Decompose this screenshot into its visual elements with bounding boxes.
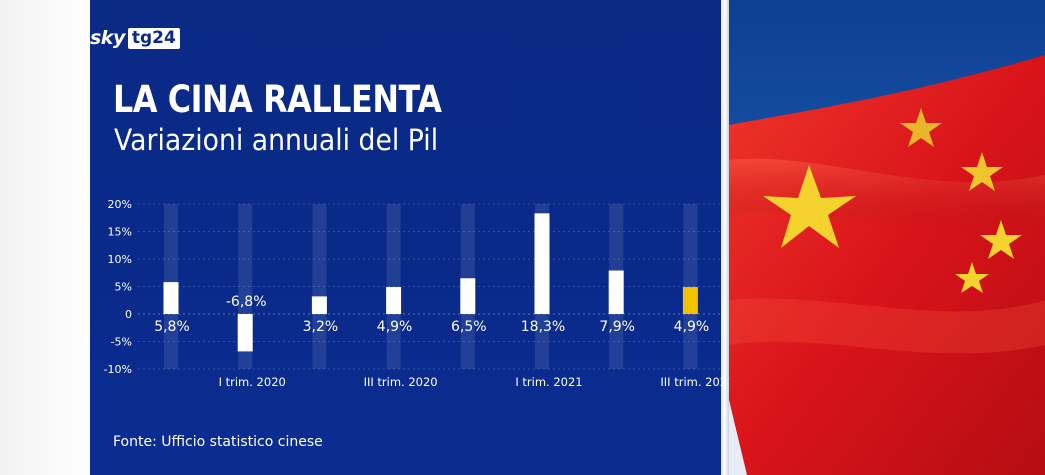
flag-small-star (980, 220, 1022, 259)
x-tick-label: III trim. 2021 (660, 375, 734, 389)
bar-track (312, 204, 327, 369)
bar (163, 282, 179, 314)
bar (386, 287, 402, 314)
panel-edge (721, 0, 729, 475)
flag-fold-lower (729, 298, 1045, 354)
data-label: 6,5% (451, 319, 487, 335)
y-tick-label: 0 (125, 308, 132, 321)
bar (237, 314, 253, 352)
logo-tg24-badge: tg24 (127, 27, 180, 49)
graphic-panel (90, 0, 725, 475)
bar-highlight (682, 287, 698, 314)
bar (311, 296, 327, 314)
flag-small-star (961, 152, 1003, 191)
flag-small-star (900, 108, 942, 147)
bar-track (386, 204, 401, 369)
chart-title: LA CINA RALLENTA (113, 78, 442, 121)
data-label: 3,2% (303, 319, 339, 335)
y-tick-label: -5% (111, 336, 132, 349)
data-label: 4,9% (674, 319, 710, 335)
flag-cloth (729, 55, 1045, 475)
source-note: Fonte: Ufficio statistico cinese (113, 434, 323, 450)
y-tick-label: 10% (108, 253, 132, 266)
y-tick-label: 20% (108, 198, 132, 211)
x-tick-label: I trim. 2020 (219, 375, 286, 389)
logo-sky-text: sky (90, 27, 125, 49)
x-tick-label: I trim. 2021 (515, 375, 582, 389)
y-tick-label: -10% (104, 363, 132, 376)
china-flag-photo (729, 0, 1045, 475)
y-tick-label: 15% (108, 226, 132, 239)
data-label: 18,3% (521, 319, 565, 335)
bar-track (683, 204, 698, 369)
flag-small-star (955, 262, 989, 293)
channel-logo: sky tg24 (90, 27, 180, 49)
chart-subtitle: Variazioni annuali del Pil (114, 123, 439, 157)
x-tick-label: III trim. 2020 (364, 375, 438, 389)
data-label: 5,8% (154, 319, 190, 335)
bar (534, 213, 550, 314)
bar (460, 278, 476, 314)
pole-shadow (729, 400, 747, 475)
studio-backdrop (0, 0, 90, 475)
bar (608, 270, 624, 314)
flag-big-star (763, 165, 856, 248)
data-label: -6,8% (226, 294, 267, 310)
data-label: 7,9% (599, 319, 635, 335)
data-label: 4,9% (377, 319, 413, 335)
y-tick-label: 5% (115, 281, 132, 294)
